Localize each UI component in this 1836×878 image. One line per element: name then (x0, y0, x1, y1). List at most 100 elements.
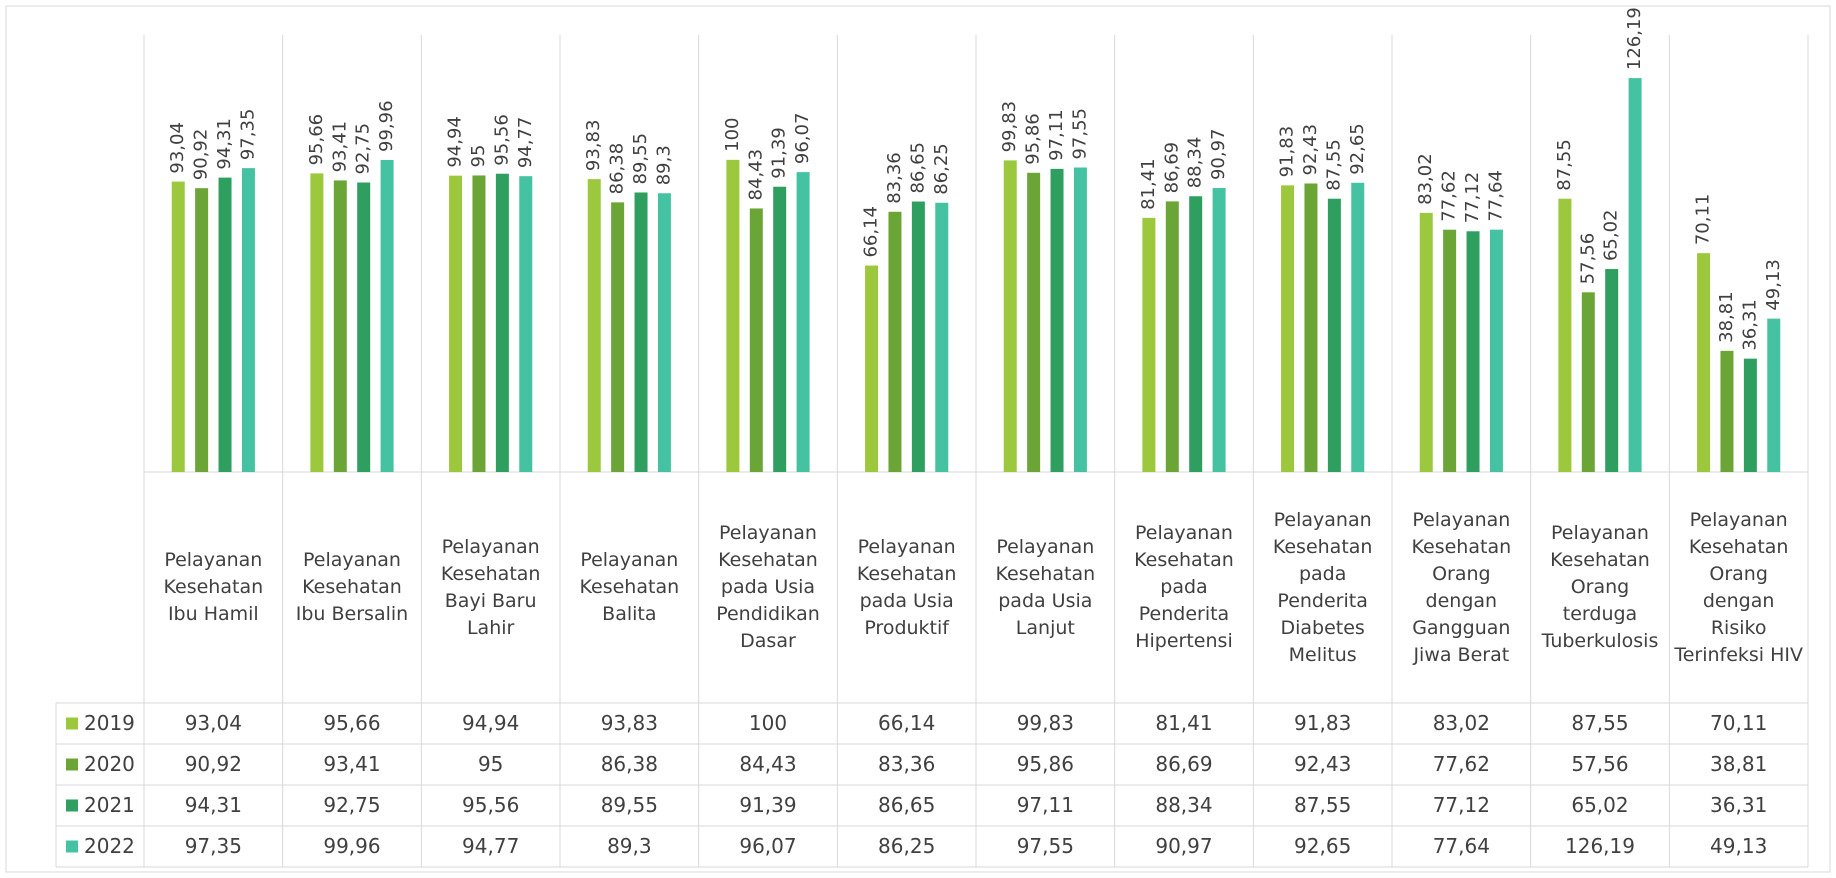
data-label: 91,39 (769, 127, 790, 179)
data-label: 38,81 (1716, 291, 1737, 343)
x-tick-label: Pelayanan Kesehatan Ibu Hamil (163, 549, 264, 625)
bar (1003, 160, 1017, 472)
table-cell: 83,02 (1433, 711, 1490, 735)
bar (726, 159, 740, 472)
bar (241, 168, 255, 473)
table-cell: 86,69 (1155, 752, 1212, 776)
table-cell: 99,83 (1017, 711, 1074, 735)
data-label: 89,55 (630, 133, 651, 185)
bar (357, 182, 371, 473)
data-label: 87,55 (1554, 139, 1575, 191)
category-cell: Pelayanan Kesehatan Balita (580, 549, 680, 625)
category-cell: Pelayanan Kesehatan pada Penderita Hiper… (1134, 522, 1234, 652)
bar (888, 211, 902, 472)
table-cell: 94,31 (185, 793, 242, 817)
table-cell: 93,83 (601, 711, 658, 735)
table-cell: 70,11 (1710, 711, 1767, 735)
data-label: 92,75 (353, 123, 374, 175)
data-label: 93,41 (329, 121, 350, 173)
table-cell: 57,56 (1571, 752, 1628, 776)
bar (449, 175, 463, 473)
category-cell: Pelayanan Kesehatan pada Usia Pendidikan… (716, 522, 820, 652)
legend-swatch (66, 840, 78, 853)
table-cell: 84,43 (739, 752, 796, 776)
table-cell: 92,65 (1294, 834, 1351, 858)
data-label: 126,19 (1624, 7, 1645, 70)
bar (1489, 229, 1503, 472)
table-cell: 93,04 (185, 711, 242, 735)
data-label: 70,11 (1693, 194, 1714, 246)
bar (657, 193, 671, 473)
bar (1189, 196, 1203, 473)
bar (1027, 172, 1041, 473)
data-label: 88,34 (1185, 137, 1206, 189)
table-cell: 87,55 (1294, 793, 1351, 817)
chart-border (5, 5, 1831, 873)
category-cell: Pelayanan Kesehatan Bayi Baru Lahir (440, 535, 541, 639)
legend-swatch (66, 758, 78, 771)
category-cell: Pelayanan Kesehatan Ibu Hamil (163, 549, 264, 625)
table-cell: 94,94 (462, 711, 519, 735)
table-cell: 89,3 (607, 834, 652, 858)
bar (333, 180, 347, 472)
table-cell: 87,55 (1571, 711, 1628, 735)
table-cell: 86,65 (878, 793, 935, 817)
x-tick-label: Pelayanan Kesehatan Bayi Baru Lahir (440, 535, 541, 639)
legend-label: 2021 (84, 793, 135, 817)
data-label: 57,56 (1577, 233, 1598, 285)
category-cell: Pelayanan Kesehatan Orang dengan Ganggua… (1411, 508, 1512, 666)
table-cell: 88,34 (1155, 793, 1212, 817)
bar (1767, 318, 1781, 472)
data-label: 49,13 (1763, 259, 1784, 311)
bar (1142, 217, 1156, 472)
category-cell: Pelayanan Kesehatan pada Usia Lanjut (996, 536, 1096, 639)
data-label: 97,55 (1069, 108, 1090, 160)
data-label: 86,69 (1161, 142, 1182, 194)
data-label: 97,11 (1046, 109, 1067, 161)
table-cell: 97,35 (185, 834, 242, 858)
table-cell: 96,07 (739, 834, 796, 858)
x-tick-label: Pelayanan Kesehatan Orang dengan Ganggua… (1411, 508, 1512, 666)
table-cell: 97,11 (1017, 793, 1074, 817)
bar (1581, 292, 1595, 472)
table-cell: 49,13 (1710, 834, 1767, 858)
bar (773, 186, 787, 472)
category-cell: Pelayanan Kesehatan pada Usia Produktif (856, 535, 957, 639)
bar (1443, 229, 1457, 472)
x-tick-label: Pelayanan Kesehatan pada Usia Produktif (856, 535, 957, 639)
data-label: 77,62 (1439, 170, 1460, 222)
data-label: 83,02 (1415, 153, 1436, 205)
bar (1327, 198, 1341, 472)
table-cell: 95,56 (462, 793, 519, 817)
legend-label: 2019 (84, 711, 135, 735)
bar (380, 159, 394, 472)
legend-swatch (66, 717, 78, 730)
bar (911, 201, 925, 473)
data-label: 93,83 (583, 120, 604, 172)
table-cell: 91,83 (1294, 711, 1351, 735)
legend-label: 2022 (84, 834, 135, 858)
legend-label: 2020 (84, 752, 135, 776)
bar (1304, 183, 1318, 472)
category-cell: Pelayanan Kesehatan Orang terduga Tuberk… (1542, 522, 1659, 652)
data-label: 95,86 (1023, 113, 1044, 165)
data-label: 97,35 (237, 109, 258, 161)
bar (1605, 269, 1619, 472)
data-label: 83,36 (884, 152, 905, 204)
data-label: 81,41 (1138, 158, 1159, 210)
table-cell: 86,25 (878, 834, 935, 858)
data-label: 90,97 (1208, 129, 1229, 181)
x-tick-label: Pelayanan Kesehatan Orang dengan Risiko … (1674, 508, 1803, 666)
table-cell: 126,19 (1565, 834, 1635, 858)
data-label: 95,56 (491, 114, 512, 166)
data-label: 100 (722, 117, 743, 151)
data-label: 99,83 (999, 101, 1020, 153)
table-cell: 90,97 (1155, 834, 1212, 858)
category-cell: Pelayanan Kesehatan pada Penderita Diabe… (1273, 509, 1373, 666)
table-cell: 99,96 (323, 834, 380, 858)
data-label: 92,43 (1300, 124, 1321, 176)
table-cell: 95 (478, 752, 503, 776)
table-cell: 77,62 (1433, 752, 1490, 776)
category-cell: Pelayanan Kesehatan Ibu Bersalin (296, 549, 408, 625)
table-cell: 83,36 (878, 752, 935, 776)
